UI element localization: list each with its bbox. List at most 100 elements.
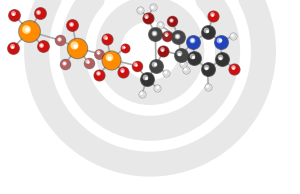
Point [72, 44, 77, 47]
Point [10, 12, 15, 15]
Point [174, 34, 179, 37]
Point [140, 93, 144, 96]
Point [73, 44, 77, 47]
Point [231, 34, 236, 37]
Point [190, 55, 195, 58]
Point [183, 69, 188, 72]
Point [217, 38, 222, 42]
Point [62, 63, 67, 66]
Point [95, 72, 100, 75]
Point [24, 27, 29, 30]
Point [182, 68, 187, 71]
Point [180, 63, 185, 66]
Point [9, 45, 14, 48]
Point [155, 87, 160, 90]
Point [177, 52, 182, 55]
Point [139, 92, 143, 95]
Point [58, 39, 63, 42]
Point [161, 49, 166, 52]
Point [164, 33, 169, 36]
Point [145, 16, 150, 19]
Point [138, 8, 143, 11]
Point [62, 63, 67, 66]
Point [36, 10, 40, 13]
Point [164, 72, 168, 75]
Point [190, 39, 194, 42]
Point [139, 92, 144, 95]
Point [11, 12, 15, 15]
Point [39, 43, 44, 47]
Point [11, 46, 16, 49]
Point [151, 6, 155, 9]
Point [219, 58, 224, 61]
Point [150, 5, 155, 8]
Point [154, 86, 159, 89]
Point [85, 60, 90, 63]
Point [144, 15, 149, 18]
Point [218, 56, 223, 59]
Point [122, 46, 127, 49]
Point [137, 7, 142, 10]
Point [96, 51, 101, 54]
Point [205, 84, 210, 87]
Point [106, 56, 111, 59]
Point [104, 37, 109, 40]
Point [37, 12, 42, 15]
Point [154, 64, 158, 67]
Point [217, 39, 222, 42]
Point [96, 51, 100, 54]
Point [27, 30, 32, 33]
Point [145, 16, 150, 19]
Point [11, 46, 16, 49]
Point [170, 20, 175, 23]
Point [151, 31, 156, 34]
Point [86, 61, 91, 64]
Point [61, 61, 66, 65]
Point [150, 5, 154, 8]
Point [68, 22, 73, 25]
Point [144, 15, 148, 18]
Point [164, 33, 168, 36]
Point [152, 63, 157, 66]
Point [183, 68, 188, 71]
Point [69, 23, 74, 26]
Point [158, 24, 163, 27]
Point [70, 24, 75, 27]
Point [176, 36, 181, 39]
Point [157, 23, 162, 26]
Point [165, 34, 170, 37]
Point [204, 29, 208, 32]
Point [12, 13, 16, 16]
Point [205, 68, 210, 71]
Point [230, 33, 235, 36]
Point [230, 34, 235, 37]
Point [97, 73, 102, 76]
Point [211, 14, 216, 17]
Point [210, 13, 214, 16]
Point [219, 40, 224, 43]
Point [121, 70, 125, 73]
Point [140, 93, 144, 96]
Point [231, 34, 236, 37]
Point [219, 58, 224, 61]
Point [119, 69, 124, 72]
Point [189, 38, 194, 42]
Point [158, 24, 163, 27]
Point [70, 24, 75, 27]
Point [74, 46, 79, 49]
Point [192, 57, 197, 60]
Point [36, 11, 41, 14]
Point [58, 39, 63, 42]
Point [109, 58, 114, 61]
Point [231, 66, 236, 69]
Point [152, 31, 156, 35]
Point [206, 30, 210, 34]
Point [153, 33, 158, 36]
Point [25, 28, 29, 31]
Point [160, 48, 165, 51]
Point [169, 19, 174, 22]
Point [153, 33, 158, 36]
Point [206, 85, 211, 88]
Point [154, 64, 158, 67]
Point [176, 36, 181, 39]
